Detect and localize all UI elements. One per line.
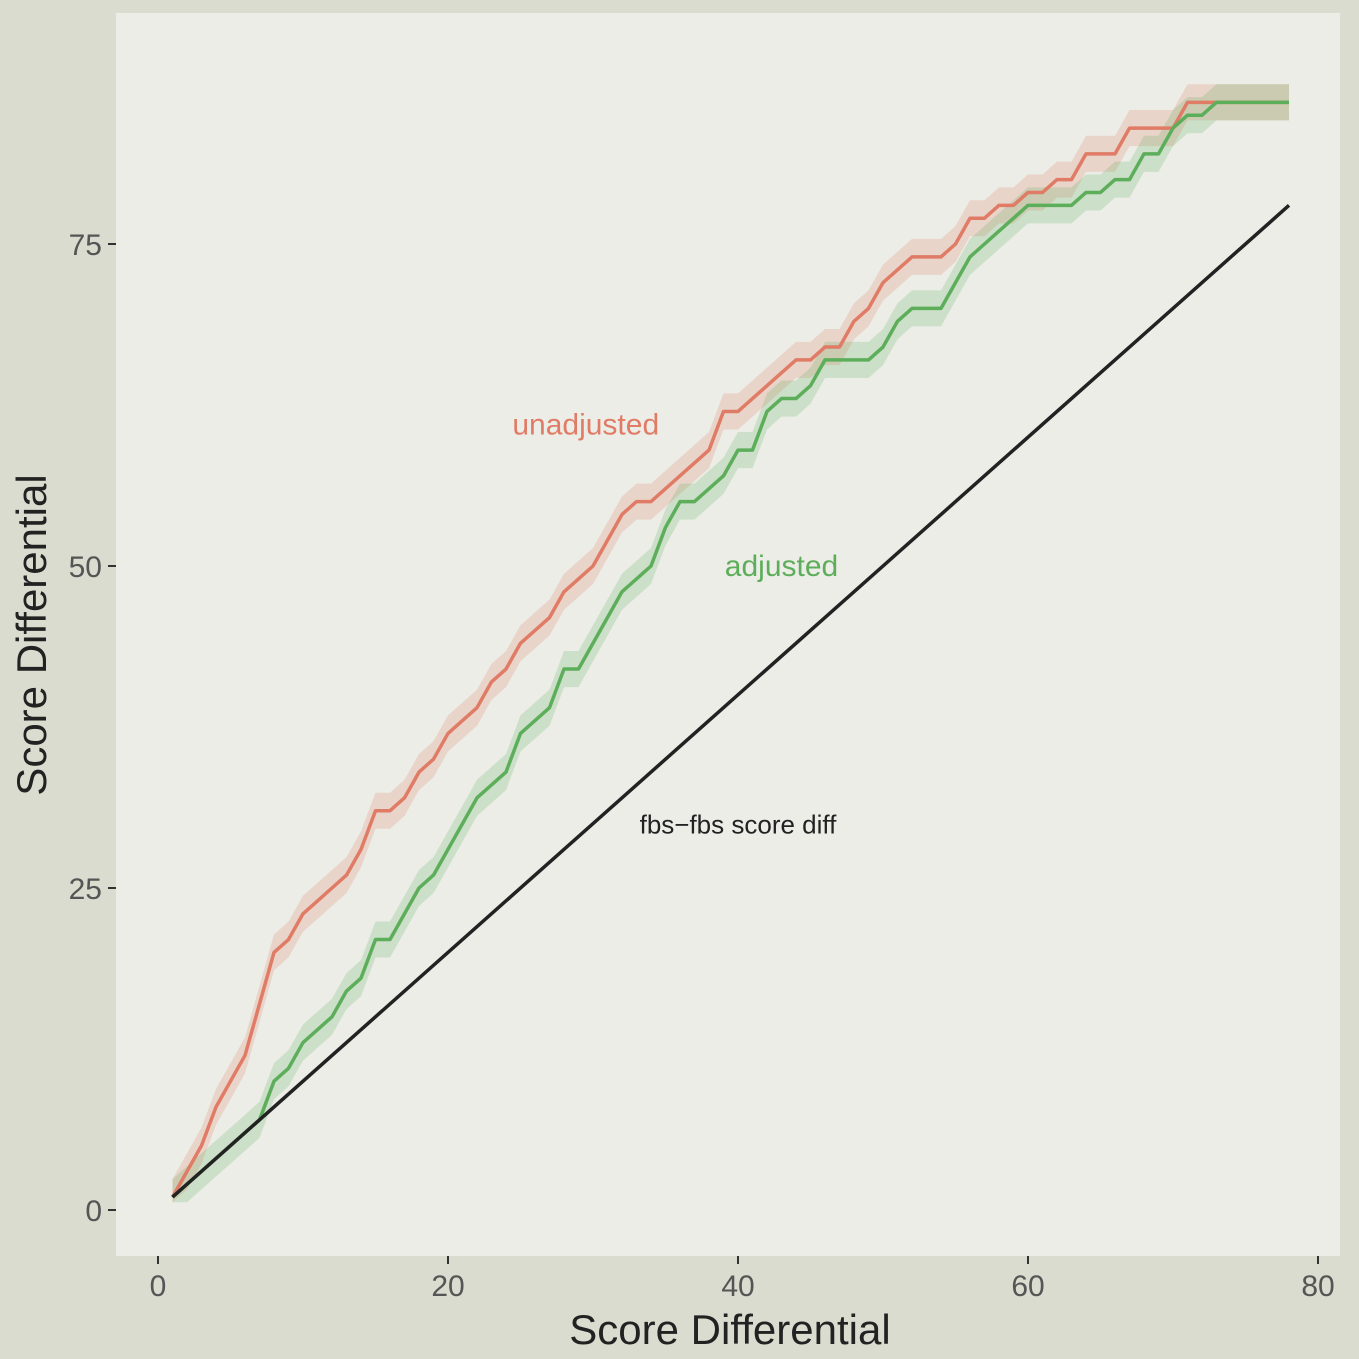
y-tick-label: 75 [69,229,102,262]
line-adjusted [171,100,1289,1199]
annotation-unadjusted: unadjusted [512,408,659,441]
x-axis: 0 20 40 60 80 [150,1256,1335,1303]
x-axis-title: Score Differential [569,1306,890,1353]
y-axis: 0 25 50 75 [69,229,116,1228]
annotation-reference-line: fbs−fbs score diff [640,810,838,840]
line-fbs-fbs-score-diff [171,204,1291,1199]
x-tick-label: 60 [1011,1270,1044,1303]
plot-panel [116,13,1340,1256]
x-tick-label: 80 [1301,1270,1334,1303]
x-tick-label: 40 [721,1270,754,1303]
y-axis-title: Score Differential [8,474,55,795]
series-lines [170,100,1291,1199]
y-tick-label: 50 [69,551,102,584]
x-tick-label: 20 [431,1270,464,1303]
y-tick-label: 25 [69,873,102,906]
y-tick-label: 0 [85,1195,102,1228]
annotation-adjusted: adjusted [725,550,838,583]
x-tick-label: 0 [150,1270,167,1303]
line-unadjusted [170,100,1289,1198]
